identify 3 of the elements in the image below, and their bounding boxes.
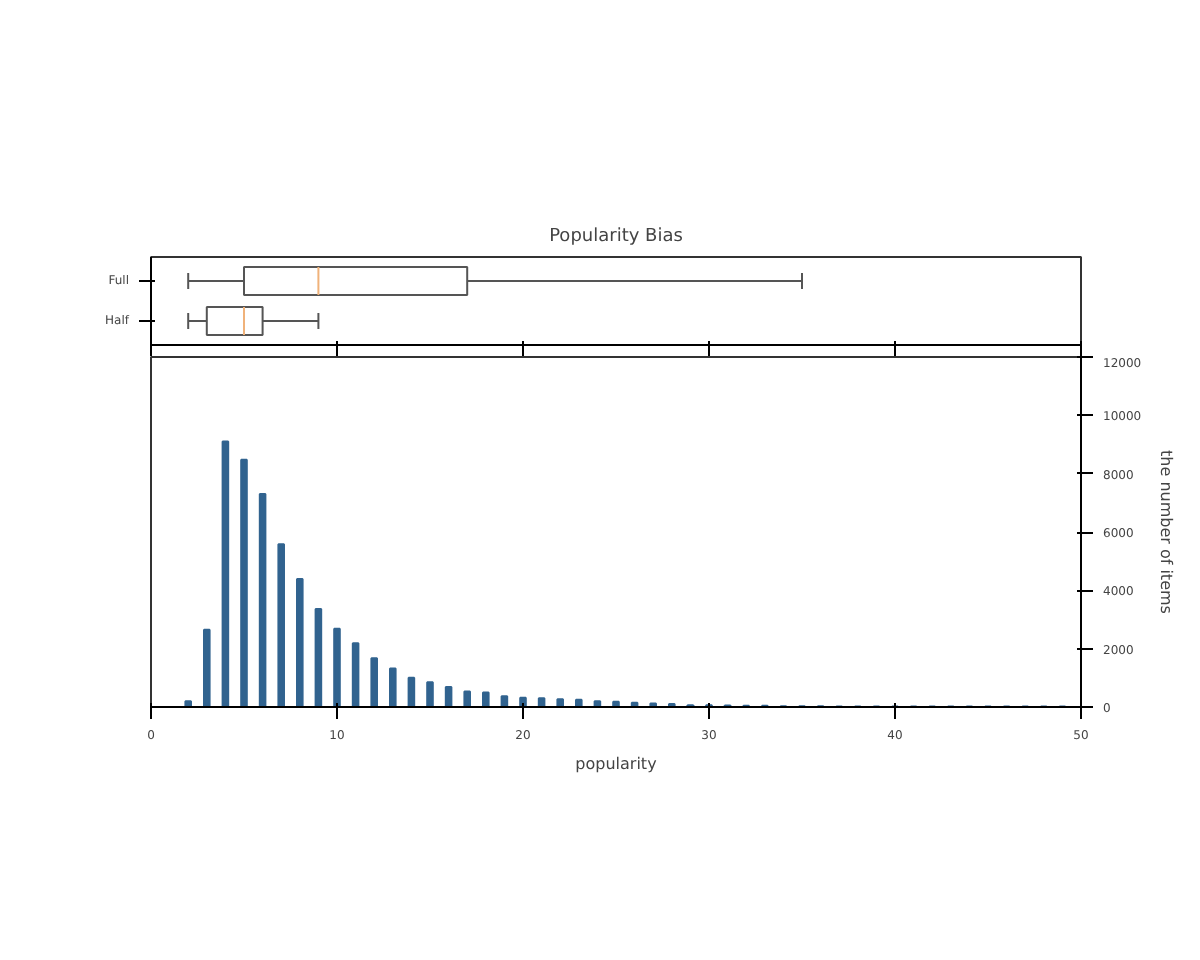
- chart-title: Popularity Bias: [549, 227, 684, 247]
- x-axis-title: popularity: [575, 755, 658, 773]
- y2-axis-title: the number of items: [1157, 450, 1176, 614]
